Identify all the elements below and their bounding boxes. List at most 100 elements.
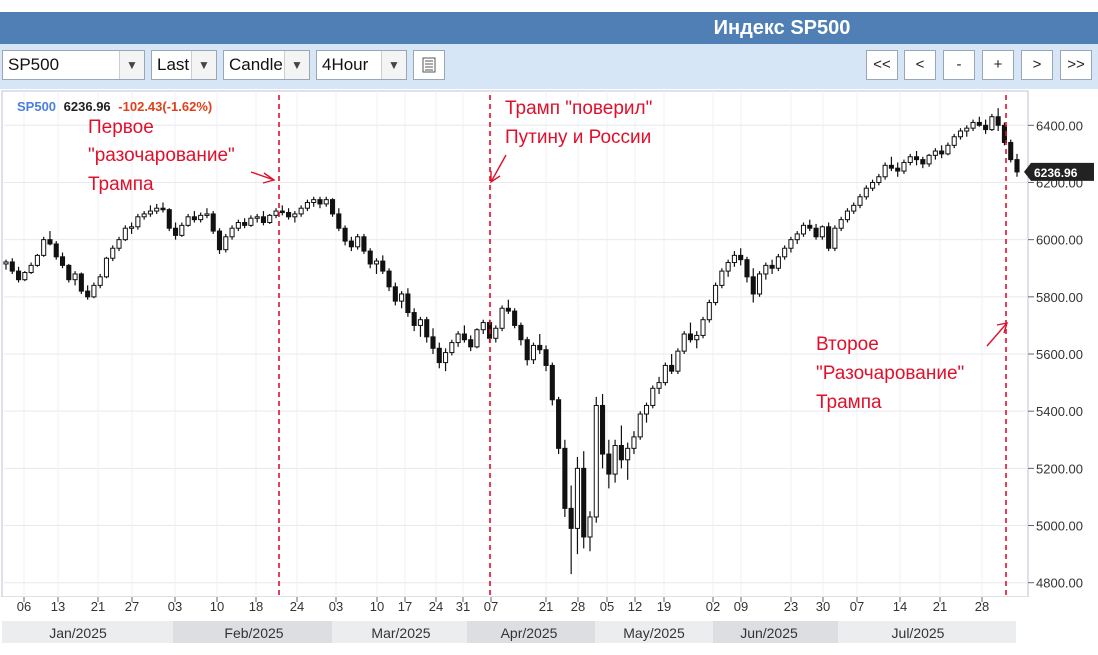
price-type-select[interactable]: Last ▼ [151,50,217,80]
x-tick-label: 10 [370,599,384,614]
quote-last: 6236.96 [64,99,111,114]
candle [380,255,386,274]
candle [587,511,593,552]
toolbar: SP500 ▼ Last ▼ Candle ▼ 4Hour ▼ << < - +… [0,44,1098,89]
chart-style-select[interactable]: Candle ▼ [223,50,310,80]
candle [342,225,348,246]
candle [411,308,417,332]
annotation-first-line-3: Трампа [88,174,154,195]
annotation-first: Первое "разочарование" Трампа [88,117,235,195]
candle [857,193,863,209]
candle [945,142,951,156]
candle [920,156,926,169]
candle [154,203,160,214]
candle [198,212,204,223]
candle [951,133,957,149]
y-tick-label: 6400.00 [1036,118,1083,133]
candle [41,236,47,257]
candle [995,108,1001,132]
x-tick-label: 07 [484,599,498,614]
candle [832,225,838,252]
candle [28,262,34,274]
y-tick-label: 5400.00 [1036,404,1083,419]
price-chart[interactable]: 4800.00 5000.00 5200.00 5400.00 5600.00 5800.… [0,89,1098,649]
settings-button[interactable] [413,50,445,80]
chevron-down-icon[interactable]: ▼ [381,51,406,79]
x-tick-label: 13 [51,599,65,614]
zoom-out-button[interactable]: - [943,50,975,80]
month-label: Apr/2025 [501,625,558,641]
candle [304,199,310,212]
candle [235,219,241,232]
month-axis: Jan/2025 Feb/2025 Mar/2025 Apr/2025 May/2025… [2,621,1016,643]
candle [964,125,970,137]
candle [292,211,298,223]
candle [443,348,449,372]
candle [499,305,505,332]
annotation-third-line-3: Трампа [816,392,882,413]
candle [574,456,580,555]
x-tick-label: 19 [657,599,671,614]
candle [16,266,22,283]
candle [279,205,285,216]
candle [625,442,631,480]
chevron-down-icon[interactable]: ▼ [191,51,216,79]
candle [775,253,781,272]
x-axis-band [0,597,1030,621]
candle [267,213,273,224]
month-label: Jul/2025 [892,625,945,641]
candle [895,162,901,177]
candle [888,156,894,172]
month-label: May/2025 [623,625,685,641]
annotation-first-line-1: Первое [88,117,154,138]
candle [600,394,606,469]
candle [361,233,367,254]
candle [348,236,354,252]
nav-next-button[interactable]: > [1021,50,1053,80]
candle [191,211,197,223]
candle [769,259,775,274]
symbol-select[interactable]: SP500 ▼ [2,50,145,80]
candle [373,258,380,274]
candle [53,241,59,260]
candle [386,268,392,292]
candle [731,251,737,267]
x-tick-label: 21 [91,599,105,614]
candle [436,342,442,369]
candle [417,316,423,337]
candle [141,211,147,220]
chevron-down-icon[interactable]: ▼ [119,51,144,79]
candle [568,485,574,575]
nav-first-button[interactable]: << [866,50,898,80]
candle [323,196,329,207]
zoom-in-button[interactable]: + [982,50,1014,80]
chevron-down-icon[interactable]: ▼ [284,51,309,79]
candle [901,159,907,174]
candle [173,222,179,240]
candle [788,236,794,253]
candle [147,205,153,217]
y-tick-label: 5600.00 [1036,347,1083,362]
x-tick-label: 24 [290,599,304,614]
month-band [332,621,467,643]
month-band [467,621,595,643]
candle [549,362,555,406]
x-tick-label: 06 [17,599,31,614]
title-bar: Индекс SP500 [0,12,1098,44]
candle [160,202,166,213]
nav-prev-button[interactable]: < [904,50,936,80]
candle [97,273,103,289]
annotation-arrows [250,154,1009,347]
nav-last-button[interactable]: >> [1060,50,1092,80]
candle [1014,153,1020,177]
candle [738,248,744,266]
candle [336,208,342,232]
candle [311,196,317,207]
x-tick-label: 10 [210,599,224,614]
candle [725,259,731,277]
candle [882,162,888,180]
quote-change: -102.43(-1.62%) [118,99,212,114]
interval-select[interactable]: 4Hour ▼ [316,50,407,80]
arrow-2 [490,154,507,184]
candle [819,225,825,240]
